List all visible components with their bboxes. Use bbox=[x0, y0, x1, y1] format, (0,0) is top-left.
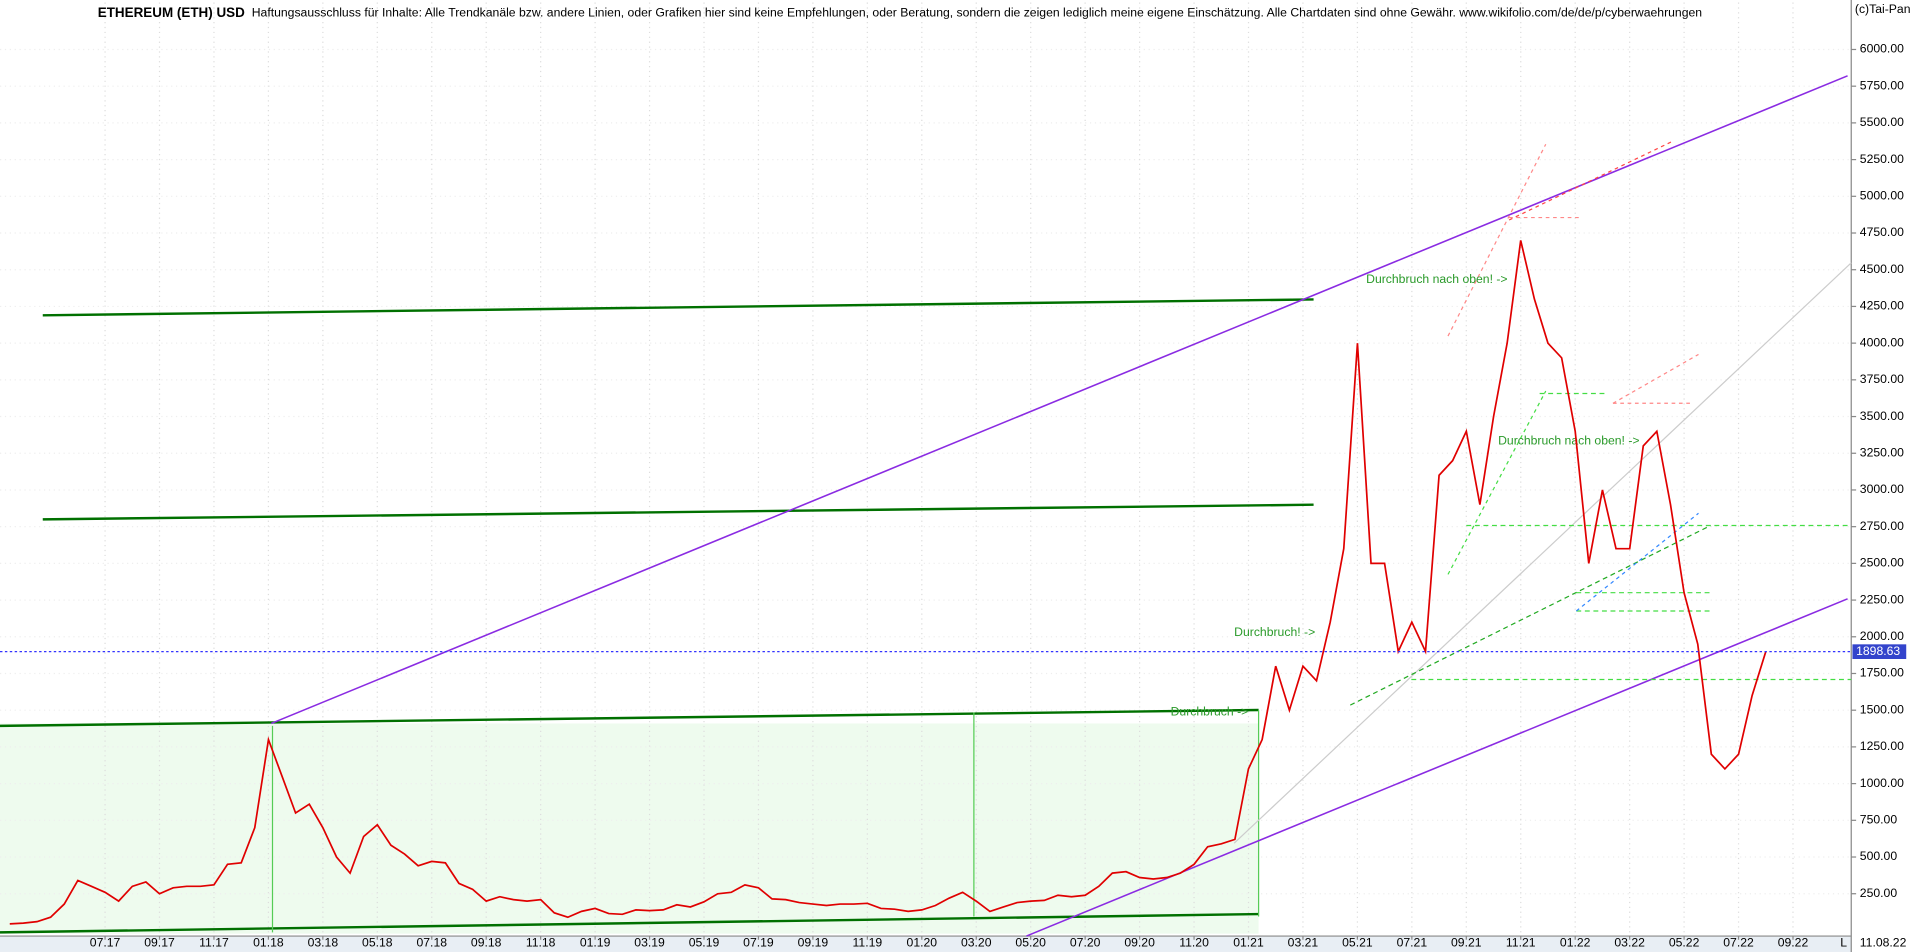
x-tick-label: 05.20 bbox=[1015, 936, 1046, 950]
x-tick-label: 07.20 bbox=[1070, 936, 1101, 950]
y-tick-label: 4000.00 bbox=[1860, 335, 1904, 349]
x-tick-label: 05.18 bbox=[362, 936, 393, 950]
x-tick-label: 03.18 bbox=[308, 936, 339, 950]
x-tick-label: 03.19 bbox=[634, 936, 665, 950]
trend-line bbox=[0, 708, 1259, 728]
x-tick-label: 11.18 bbox=[526, 936, 556, 950]
trend-line bbox=[1447, 390, 1547, 575]
x-tick-label: 07.21 bbox=[1397, 936, 1428, 950]
x-tick-label: 03.22 bbox=[1614, 936, 1645, 950]
y-tick-label: 750.00 bbox=[1860, 813, 1898, 827]
trend-line bbox=[1447, 143, 1547, 337]
annotation: Durchbruch -> bbox=[1171, 705, 1249, 719]
trend-line bbox=[1233, 262, 1852, 844]
y-tick-label: 5250.00 bbox=[1860, 152, 1904, 166]
x-tick-label: 09.21 bbox=[1451, 936, 1482, 950]
y-tick-label: 500.00 bbox=[1860, 849, 1898, 863]
x-tick-label: 07.22 bbox=[1723, 936, 1754, 950]
y-tick-label: 4750.00 bbox=[1860, 225, 1904, 239]
y-tick-label: 3750.00 bbox=[1860, 372, 1904, 386]
x-tick-label: 01.18 bbox=[253, 936, 284, 950]
y-tick-label: 2000.00 bbox=[1860, 629, 1904, 643]
trend-line bbox=[42, 298, 1314, 317]
x-tick-label: 09.19 bbox=[798, 936, 829, 950]
y-tick-label: 4500.00 bbox=[1860, 262, 1904, 276]
shaded-zone bbox=[0, 723, 1259, 934]
last-price-box bbox=[1852, 644, 1907, 659]
y-tick-label: 2250.00 bbox=[1860, 592, 1904, 606]
chart-subtitle: Haftungsausschluss für Inhalte: Alle Tre… bbox=[252, 6, 1702, 20]
chart-title: ETHEREUM (ETH) USD bbox=[98, 5, 245, 20]
x-tick-label: 09.20 bbox=[1124, 936, 1155, 950]
date-label: 11.08.22 bbox=[1860, 936, 1907, 950]
x-tick-label: 01.19 bbox=[580, 936, 611, 950]
x-tick-label: 09.18 bbox=[471, 936, 502, 950]
y-tick-label: 5000.00 bbox=[1860, 189, 1904, 203]
x-tick-label: 07.17 bbox=[90, 936, 121, 950]
corner-label: L bbox=[1840, 936, 1847, 950]
y-tick-label: 5750.00 bbox=[1860, 78, 1904, 92]
trend-line bbox=[1612, 353, 1699, 404]
x-tick-label: 07.18 bbox=[416, 936, 447, 950]
trend-lines bbox=[0, 75, 1852, 937]
x-tick-label: 09.22 bbox=[1778, 936, 1809, 950]
annotation: Durchbruch nach oben! -> bbox=[1366, 272, 1507, 286]
y-tick-label: 3250.00 bbox=[1860, 445, 1904, 459]
price-line bbox=[9, 240, 1767, 925]
x-tick-label: 09.17 bbox=[144, 936, 175, 950]
y-tick-label: 2500.00 bbox=[1860, 556, 1904, 570]
last-price-label: 1898.63 bbox=[1856, 644, 1900, 658]
y-tick-label: 5500.00 bbox=[1860, 115, 1904, 129]
x-axis-band bbox=[0, 936, 1852, 952]
x-tick-label: 05.22 bbox=[1669, 936, 1700, 950]
y-tick-label: 4250.00 bbox=[1860, 299, 1904, 313]
x-tick-label: 11.19 bbox=[853, 936, 883, 950]
x-tick-label: 07.19 bbox=[743, 936, 774, 950]
channel-line bbox=[1026, 598, 1848, 937]
x-tick-label: 11.20 bbox=[1179, 936, 1209, 950]
annotation: Durchbruch! -> bbox=[1234, 625, 1315, 639]
y-tick-label: 1000.00 bbox=[1860, 776, 1904, 790]
grid bbox=[0, 2, 1852, 935]
trend-line bbox=[1349, 524, 1711, 706]
x-tick-label: 11.17 bbox=[199, 936, 229, 950]
x-tick-label: 01.21 bbox=[1233, 936, 1264, 950]
x-tick-label: 01.22 bbox=[1560, 936, 1591, 950]
y-tick-label: 3000.00 bbox=[1860, 482, 1904, 496]
source: (c)Tai-Pan bbox=[1855, 2, 1911, 16]
x-tick-label: 11.21 bbox=[1506, 936, 1536, 950]
x-tick-label: 01.20 bbox=[907, 936, 938, 950]
y-tick-label: 3500.00 bbox=[1860, 409, 1904, 423]
y-tick-label: 1750.00 bbox=[1860, 666, 1904, 680]
trend-line bbox=[42, 503, 1314, 521]
x-tick-label: 03.20 bbox=[961, 936, 992, 950]
trend-line bbox=[1508, 140, 1675, 221]
y-tick-label: 1500.00 bbox=[1860, 702, 1904, 716]
x-tick-label: 05.21 bbox=[1342, 936, 1373, 950]
y-tick-label: 6000.00 bbox=[1860, 42, 1904, 56]
x-tick-label: 03.21 bbox=[1288, 936, 1319, 950]
annotation: Durchbruch nach oben! -> bbox=[1498, 433, 1639, 447]
y-tick-label: 1250.00 bbox=[1860, 739, 1904, 753]
y-tick-label: 250.00 bbox=[1860, 886, 1898, 900]
trend-line bbox=[0, 912, 1259, 934]
y-tick-label: 2750.00 bbox=[1860, 519, 1904, 533]
x-tick-label: 05.19 bbox=[689, 936, 720, 950]
